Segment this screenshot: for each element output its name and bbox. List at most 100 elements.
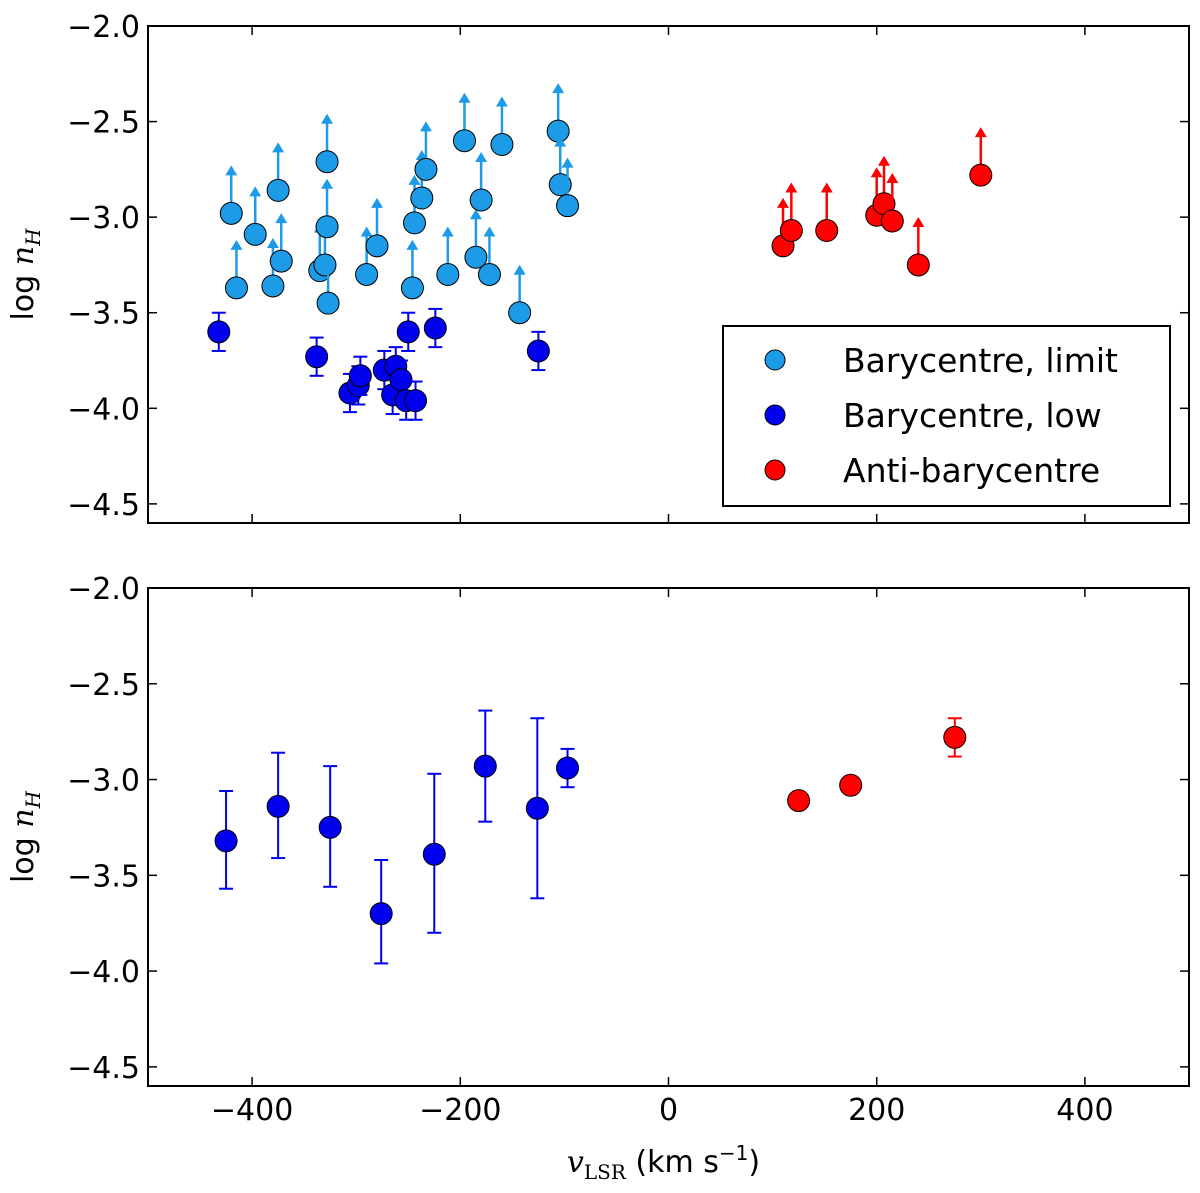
- limit-arrow-head: [912, 216, 925, 227]
- data-point: [266, 794, 290, 818]
- limit-arrow-head: [249, 186, 262, 197]
- x-tick-label: 200: [848, 1093, 905, 1128]
- limit-arrow-head: [360, 226, 373, 237]
- data-point: [422, 842, 446, 866]
- limit-arrow-head: [475, 151, 488, 162]
- y-axis-title: log nH: [6, 228, 45, 321]
- limit-arrow-head: [495, 96, 508, 107]
- data-point: [389, 368, 413, 392]
- data-point: [815, 219, 839, 243]
- y-axis-title: log nH: [6, 790, 45, 883]
- limit-arrow-head: [820, 182, 833, 193]
- data-point: [404, 389, 428, 413]
- limit-arrow-head: [225, 165, 238, 176]
- x-tick-label: 0: [659, 1093, 678, 1128]
- data-point: [880, 209, 904, 233]
- limit-arrow-head: [272, 142, 285, 153]
- y-tick-label: −3.5: [67, 859, 140, 894]
- limit-arrow-head: [321, 113, 334, 124]
- data-point: [969, 163, 993, 187]
- limit-arrow-head: [877, 155, 890, 166]
- data-point: [243, 222, 267, 246]
- data-point: [261, 274, 285, 298]
- data-point: [473, 754, 497, 778]
- limit-arrow-head: [513, 264, 526, 275]
- data-point: [214, 829, 238, 853]
- data-point: [469, 188, 493, 212]
- data-point: [315, 215, 339, 239]
- data-point: [477, 263, 501, 286]
- limit-arrow-head: [886, 172, 899, 183]
- data-point: [525, 796, 549, 820]
- data-point: [369, 902, 393, 926]
- data-point: [423, 316, 447, 340]
- y-tick-label: −4.5: [67, 1051, 140, 1086]
- legend-marker: [764, 349, 786, 371]
- y-tick-label: −3.0: [67, 201, 140, 236]
- limit-arrow-head: [777, 197, 790, 208]
- data-point: [546, 119, 570, 143]
- data-point: [207, 320, 231, 344]
- x-tick-label: −400: [211, 1093, 293, 1128]
- limit-arrow-head: [552, 83, 565, 94]
- limit-arrow-head: [974, 127, 987, 138]
- data-point: [396, 320, 420, 344]
- legend-box: [722, 325, 1171, 507]
- limit-arrow-head: [483, 226, 496, 237]
- data-point: [402, 211, 426, 235]
- legend: Barycentre, limit Barycentre, low Anti-bar…: [722, 325, 1171, 507]
- limit-arrow-head: [406, 239, 419, 250]
- limit-arrow-head: [321, 178, 334, 189]
- y-tick-label: −2.5: [67, 106, 140, 141]
- x-axis-title: vLSR (km s−1): [567, 1141, 760, 1184]
- legend-marker: [764, 404, 786, 426]
- data-point: [219, 201, 243, 225]
- limit-arrow-head: [408, 174, 421, 185]
- limit-arrow-head: [554, 136, 567, 147]
- data-point: [906, 253, 930, 277]
- series-barycentre-low: [207, 307, 550, 421]
- data-point: [556, 756, 580, 780]
- data-point: [508, 301, 532, 325]
- data-point: [400, 276, 424, 300]
- limit-arrow-head: [458, 92, 471, 103]
- legend-label: Anti-barycentre: [843, 451, 1100, 490]
- x-tick-label: 400: [1056, 1093, 1113, 1128]
- limit-arrow-head: [561, 157, 574, 168]
- data-point: [526, 339, 550, 363]
- data-point: [556, 194, 580, 218]
- legend-marker: [764, 459, 786, 481]
- y-tick-label: −3.0: [67, 764, 140, 799]
- plot-frame: [147, 587, 1190, 1087]
- data-point: [436, 263, 460, 286]
- y-tick-label: −2.5: [67, 668, 140, 703]
- y-tick-label: −4.0: [67, 955, 140, 990]
- limit-arrow-head: [230, 239, 243, 250]
- data-point: [943, 725, 967, 749]
- series-barycentre-low: [214, 709, 580, 965]
- data-point: [548, 173, 572, 197]
- data-point: [839, 773, 863, 797]
- y-tick-label: −3.5: [67, 297, 140, 332]
- data-point: [355, 263, 379, 286]
- limit-arrow-head: [266, 237, 279, 248]
- limit-arrow-head: [785, 182, 798, 193]
- data-point: [779, 219, 803, 243]
- y-tick-label: −2.0: [67, 572, 140, 607]
- legend-label: Barycentre, low: [843, 396, 1102, 435]
- bottom-panel: −400 −200 0 200 400 −2.0 −2.5 −3.0 −3.5 −4.0 −4.5 l…: [6, 572, 1190, 1184]
- legend-label: Barycentre, limit: [843, 341, 1118, 380]
- data-point: [365, 234, 389, 258]
- series-anti-barycentre: [787, 717, 967, 813]
- data-point: [224, 276, 248, 300]
- data-point: [348, 364, 372, 388]
- data-point: [410, 186, 434, 210]
- top-panel: −2.0 −2.5 −3.0 −3.5 −4.0 −4.5 log nH Barycentre…: [6, 10, 1190, 524]
- series-anti-barycentre: [771, 127, 993, 277]
- data-point: [490, 133, 514, 157]
- data-point: [318, 815, 342, 839]
- limit-arrow-head: [275, 213, 288, 224]
- limit-arrow-head: [441, 226, 454, 237]
- y-tick-label: −2.0: [67, 10, 140, 45]
